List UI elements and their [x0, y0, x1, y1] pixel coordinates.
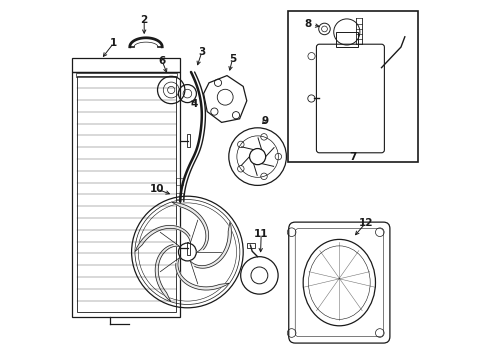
Text: 11: 11 — [254, 229, 269, 239]
Text: 3: 3 — [198, 47, 205, 57]
Bar — [247, 243, 255, 248]
Bar — [176, 179, 183, 185]
Bar — [76, 76, 176, 312]
Text: 2: 2 — [141, 15, 148, 25]
Polygon shape — [172, 202, 209, 252]
Polygon shape — [176, 257, 230, 290]
Bar — [72, 58, 180, 72]
Bar — [187, 242, 190, 255]
Bar — [336, 32, 358, 47]
Text: 10: 10 — [149, 184, 164, 194]
Polygon shape — [155, 244, 180, 302]
Bar — [176, 193, 183, 199]
Text: 12: 12 — [358, 218, 373, 228]
Text: 6: 6 — [159, 56, 166, 66]
Polygon shape — [135, 225, 190, 252]
Bar — [76, 73, 176, 77]
Text: 9: 9 — [261, 116, 269, 126]
Text: 4: 4 — [191, 99, 198, 109]
Text: 7: 7 — [349, 152, 357, 162]
Text: 1: 1 — [110, 38, 117, 48]
Bar — [187, 134, 190, 147]
Text: 8: 8 — [304, 19, 311, 30]
Text: 5: 5 — [229, 54, 236, 64]
Bar — [288, 11, 418, 162]
Polygon shape — [190, 221, 231, 268]
Bar — [72, 72, 180, 317]
